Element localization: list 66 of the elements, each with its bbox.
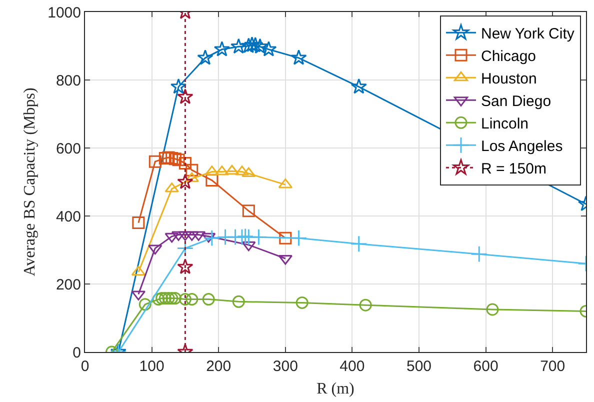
legend-label: Los Angeles [480, 138, 563, 155]
x-tick-label: 500 [406, 358, 432, 375]
point [260, 40, 277, 56]
point [296, 296, 308, 309]
point [132, 216, 145, 230]
point [203, 230, 220, 247]
point [202, 293, 215, 306]
x-tick-label: 400 [340, 358, 365, 375]
point [178, 157, 192, 170]
y-tick-label: 800 [56, 72, 81, 90]
point [214, 40, 230, 56]
point [177, 258, 194, 274]
point [148, 244, 162, 255]
x-tick-label: 600 [473, 358, 498, 375]
point [166, 292, 178, 305]
point [177, 88, 194, 104]
y-axis-title: Average BS Capacity (Mbps) [22, 88, 39, 276]
point [290, 230, 308, 247]
legend-label: San Diego [480, 93, 552, 110]
point [242, 204, 255, 218]
point [224, 164, 240, 175]
point [232, 295, 245, 308]
legend-label: Houston [480, 70, 537, 88]
point [242, 241, 256, 252]
point [250, 228, 268, 246]
point [278, 178, 292, 188]
point [170, 78, 187, 94]
point [230, 38, 247, 54]
point [177, 174, 194, 189]
x-tick-label: 300 [272, 358, 298, 375]
point [178, 293, 192, 306]
point [186, 164, 198, 176]
y-tick-label: 200 [56, 276, 81, 294]
legend-label: Chicago [480, 48, 536, 65]
point [164, 232, 179, 243]
point [279, 232, 292, 244]
legend-label: R = 150m [480, 160, 546, 178]
point [186, 293, 198, 306]
x-axis-title: R (m) [316, 380, 354, 398]
point [252, 38, 268, 54]
point [201, 232, 216, 243]
point [172, 154, 185, 166]
point [148, 155, 162, 168]
point [247, 36, 264, 52]
point [350, 235, 368, 252]
y-tick-label: 600 [56, 140, 81, 158]
legend-label: New York City [480, 26, 575, 42]
point [168, 292, 182, 305]
point [152, 293, 165, 306]
point [470, 246, 488, 263]
point [290, 49, 307, 65]
x-tick-label: 100 [139, 358, 164, 375]
point [350, 78, 367, 94]
point [486, 303, 499, 316]
y-tick-label: 1000 [48, 4, 81, 22]
point [197, 49, 214, 65]
point [156, 292, 168, 305]
point [236, 228, 254, 245]
x-tick-label: 700 [540, 358, 566, 375]
x-tick-label: 200 [206, 358, 232, 375]
y-tick-label: 400 [56, 208, 81, 226]
legend-label: Lincoln [480, 116, 529, 132]
y-tick-label: 0 [72, 344, 81, 362]
point [138, 298, 152, 311]
point [359, 298, 372, 312]
point [184, 172, 199, 182]
